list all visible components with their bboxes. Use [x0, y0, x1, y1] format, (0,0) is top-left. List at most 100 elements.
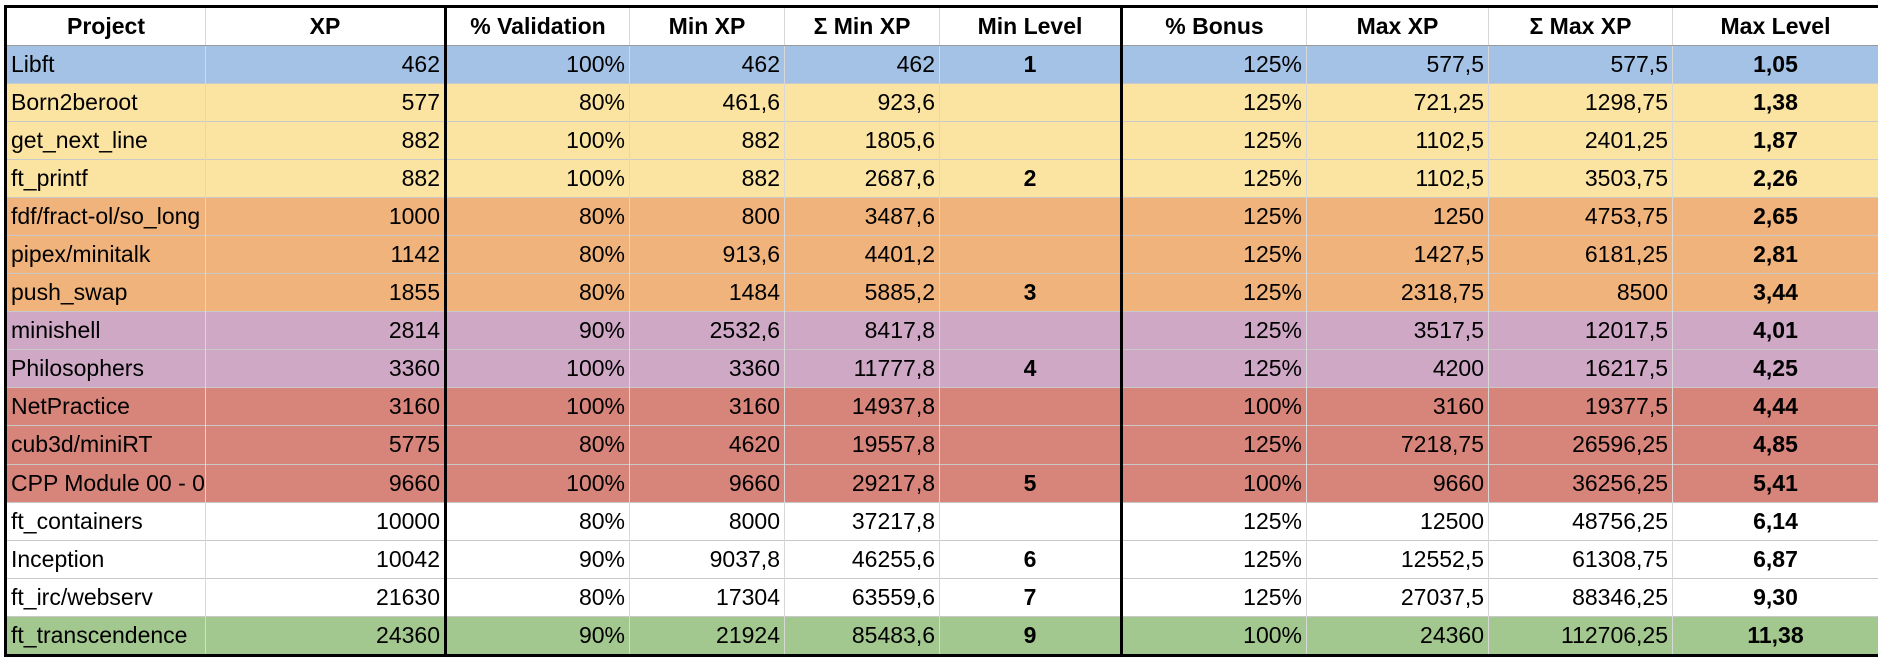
cell-sum-min-xp[interactable]: 3487,6	[784, 197, 940, 236]
cell-max-xp[interactable]: 27037,5	[1306, 577, 1489, 617]
cell-min-level[interactable]: 2	[939, 159, 1122, 198]
header-max-level[interactable]: Max Level	[1672, 5, 1878, 46]
cell-sum-min-xp[interactable]: 11777,8	[784, 349, 940, 388]
cell-validation[interactable]: 100%	[444, 349, 630, 388]
cell-project[interactable]: ft_containers	[4, 501, 206, 541]
cell-sum-max-xp[interactable]: 1298,75	[1488, 83, 1673, 122]
cell-min-level[interactable]: 6	[939, 539, 1122, 579]
header-min-xp[interactable]: Min XP	[629, 5, 785, 46]
cell-sum-max-xp[interactable]: 3503,75	[1488, 159, 1673, 198]
cell-max-level[interactable]: 4,01	[1672, 311, 1878, 350]
cell-bonus[interactable]: 100%	[1120, 615, 1307, 658]
cell-sum-min-xp[interactable]: 923,6	[784, 83, 940, 122]
cell-min-xp[interactable]: 461,6	[629, 83, 785, 122]
cell-max-xp[interactable]: 577,5	[1306, 44, 1489, 84]
cell-validation[interactable]: 100%	[444, 387, 630, 426]
cell-max-level[interactable]: 1,05	[1672, 44, 1878, 84]
cell-xp[interactable]: 1000	[205, 197, 446, 236]
cell-max-level[interactable]: 2,81	[1672, 235, 1878, 274]
cell-max-level[interactable]: 4,25	[1672, 349, 1878, 388]
cell-project[interactable]: cub3d/miniRT	[4, 425, 206, 465]
cell-validation[interactable]: 80%	[444, 273, 630, 312]
cell-min-level[interactable]	[939, 501, 1122, 541]
cell-min-xp[interactable]: 882	[629, 121, 785, 160]
cell-sum-min-xp[interactable]: 46255,6	[784, 539, 940, 579]
cell-max-level[interactable]: 2,65	[1672, 197, 1878, 236]
cell-xp[interactable]: 10000	[205, 501, 446, 541]
cell-bonus[interactable]: 125%	[1120, 539, 1307, 579]
cell-sum-max-xp[interactable]: 2401,25	[1488, 121, 1673, 160]
cell-bonus[interactable]: 125%	[1120, 159, 1307, 198]
cell-sum-max-xp[interactable]: 112706,25	[1488, 615, 1673, 658]
cell-min-xp[interactable]: 882	[629, 159, 785, 198]
cell-xp[interactable]: 882	[205, 121, 446, 160]
cell-validation[interactable]: 100%	[444, 121, 630, 160]
cell-min-xp[interactable]: 1484	[629, 273, 785, 312]
cell-validation[interactable]: 100%	[444, 159, 630, 198]
cell-xp[interactable]: 5775	[205, 425, 446, 465]
cell-min-level[interactable]: 1	[939, 44, 1122, 84]
cell-max-level[interactable]: 1,87	[1672, 121, 1878, 160]
cell-project[interactable]: minishell	[4, 311, 206, 350]
cell-xp[interactable]: 2814	[205, 311, 446, 350]
cell-xp[interactable]: 577	[205, 83, 446, 122]
cell-bonus[interactable]: 125%	[1120, 349, 1307, 388]
cell-sum-min-xp[interactable]: 14937,8	[784, 387, 940, 426]
cell-sum-min-xp[interactable]: 37217,8	[784, 501, 940, 541]
cell-min-xp[interactable]: 9660	[629, 463, 785, 503]
cell-bonus[interactable]: 125%	[1120, 501, 1307, 541]
cell-sum-max-xp[interactable]: 36256,25	[1488, 463, 1673, 503]
cell-min-xp[interactable]: 800	[629, 197, 785, 236]
cell-project[interactable]: NetPractice	[4, 387, 206, 426]
header-project[interactable]: Project	[4, 5, 206, 46]
cell-min-xp[interactable]: 913,6	[629, 235, 785, 274]
cell-min-xp[interactable]: 2532,6	[629, 311, 785, 350]
cell-bonus[interactable]: 125%	[1120, 577, 1307, 617]
cell-min-xp[interactable]: 17304	[629, 577, 785, 617]
cell-max-xp[interactable]: 12500	[1306, 501, 1489, 541]
cell-validation[interactable]: 90%	[444, 311, 630, 350]
cell-max-level[interactable]: 3,44	[1672, 273, 1878, 312]
cell-xp[interactable]: 10042	[205, 539, 446, 579]
cell-bonus[interactable]: 125%	[1120, 273, 1307, 312]
cell-max-xp[interactable]: 9660	[1306, 463, 1489, 503]
cell-sum-min-xp[interactable]: 462	[784, 44, 940, 84]
header-sum-min-xp[interactable]: Σ Min XP	[784, 5, 940, 46]
cell-min-level[interactable]: 5	[939, 463, 1122, 503]
cell-sum-max-xp[interactable]: 19377,5	[1488, 387, 1673, 426]
cell-project[interactable]: push_swap	[4, 273, 206, 312]
cell-max-xp[interactable]: 24360	[1306, 615, 1489, 658]
cell-max-level[interactable]: 4,85	[1672, 425, 1878, 465]
cell-xp[interactable]: 24360	[205, 615, 446, 658]
cell-min-level[interactable]	[939, 83, 1122, 122]
cell-min-level[interactable]	[939, 197, 1122, 236]
cell-sum-max-xp[interactable]: 88346,25	[1488, 577, 1673, 617]
cell-bonus[interactable]: 125%	[1120, 425, 1307, 465]
cell-min-xp[interactable]: 462	[629, 44, 785, 84]
header-validation[interactable]: % Validation	[444, 5, 630, 46]
cell-bonus[interactable]: 125%	[1120, 44, 1307, 84]
cell-bonus[interactable]: 125%	[1120, 197, 1307, 236]
cell-bonus[interactable]: 100%	[1120, 387, 1307, 426]
cell-max-level[interactable]: 5,41	[1672, 463, 1878, 503]
cell-xp[interactable]: 9660	[205, 463, 446, 503]
cell-sum-min-xp[interactable]: 4401,2	[784, 235, 940, 274]
cell-validation[interactable]: 80%	[444, 577, 630, 617]
header-bonus[interactable]: % Bonus	[1120, 5, 1307, 46]
cell-max-xp[interactable]: 3160	[1306, 387, 1489, 426]
cell-min-xp[interactable]: 8000	[629, 501, 785, 541]
cell-min-level[interactable]	[939, 425, 1122, 465]
cell-sum-max-xp[interactable]: 61308,75	[1488, 539, 1673, 579]
cell-max-level[interactable]: 1,38	[1672, 83, 1878, 122]
cell-sum-max-xp[interactable]: 8500	[1488, 273, 1673, 312]
cell-bonus[interactable]: 100%	[1120, 463, 1307, 503]
cell-validation[interactable]: 100%	[444, 44, 630, 84]
cell-project[interactable]: pipex/minitalk	[4, 235, 206, 274]
cell-min-level[interactable]	[939, 235, 1122, 274]
cell-validation[interactable]: 80%	[444, 501, 630, 541]
cell-min-xp[interactable]: 3160	[629, 387, 785, 426]
cell-sum-max-xp[interactable]: 48756,25	[1488, 501, 1673, 541]
cell-sum-min-xp[interactable]: 29217,8	[784, 463, 940, 503]
cell-max-xp[interactable]: 4200	[1306, 349, 1489, 388]
cell-project[interactable]: get_next_line	[4, 121, 206, 160]
